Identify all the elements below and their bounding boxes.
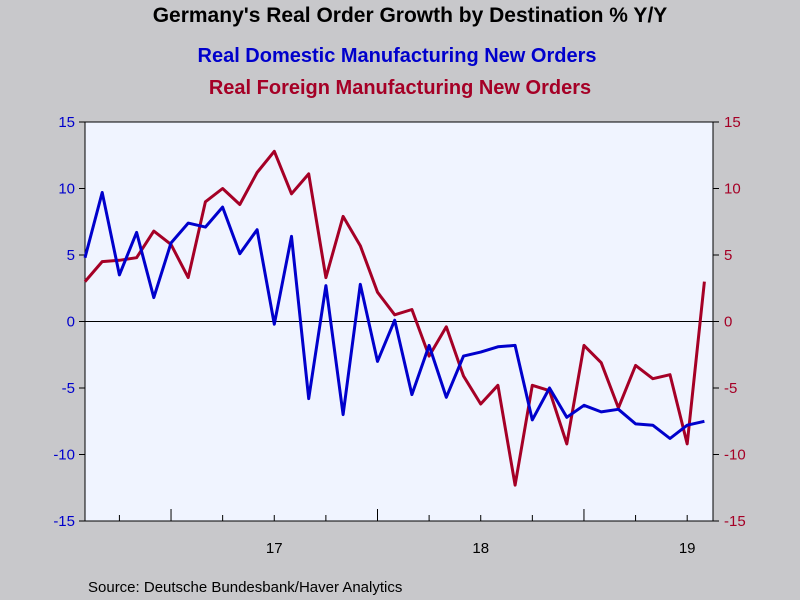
y-left-tick-label: -10 — [53, 447, 75, 464]
y-left-tick-label: -15 — [53, 513, 75, 530]
y-right-tick-label: -15 — [724, 513, 746, 530]
source-note: Source: Deutsche Bundesbank/Haver Analyt… — [88, 579, 402, 596]
y-right-tick-label: 0 — [724, 314, 732, 331]
series-line-foreign — [83, 149, 706, 487]
y-left-tick-label: 0 — [67, 314, 75, 331]
x-year-label: 19 — [679, 540, 696, 557]
legend-foreign: Real Foreign Manufacturing New Orders — [209, 77, 591, 99]
x-axis: 17 18 19 — [118, 509, 696, 557]
y-right-tick-label: 10 — [724, 181, 741, 198]
y-left-tick-label: 15 — [58, 114, 75, 131]
series-line-domestic — [83, 191, 705, 440]
y-right-tick-label: 15 — [724, 114, 741, 131]
y-left-tick-label: 5 — [67, 247, 75, 264]
chart-title: Germany's Real Order Growth by Destinati… — [153, 4, 668, 27]
y-axis-right: 15 10 5 0 -5 -10 -15 — [713, 114, 746, 530]
y-right-tick-label: -5 — [724, 380, 737, 397]
y-left-tick-label: 10 — [58, 181, 75, 198]
y-left-tick-label: -5 — [62, 380, 75, 397]
legend-domestic: Real Domestic Manufacturing New Orders — [198, 45, 597, 67]
x-year-label: 17 — [266, 540, 283, 557]
series-group — [83, 149, 706, 487]
x-year-label: 18 — [472, 540, 489, 557]
y-right-tick-label: -10 — [724, 447, 746, 464]
y-right-tick-label: 5 — [724, 247, 732, 264]
y-axis-left: 15 10 5 0 -5 -10 -15 — [53, 114, 85, 530]
